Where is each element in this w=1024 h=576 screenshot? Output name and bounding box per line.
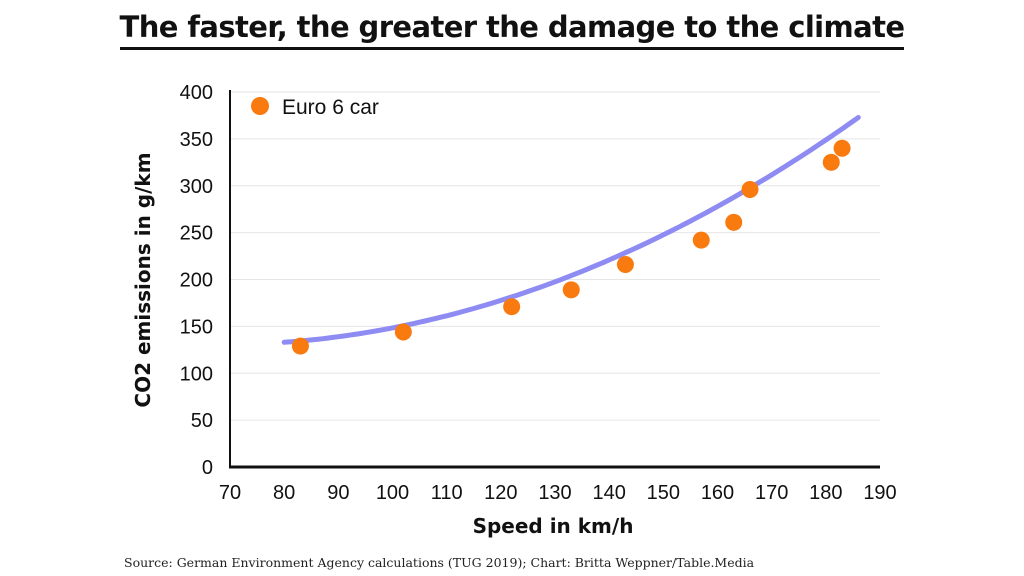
data-point (741, 181, 759, 198)
y-tick-label: 150 (180, 316, 213, 338)
y-tick-label: 350 (180, 129, 213, 151)
data-point (692, 231, 710, 249)
y-axis-label: CO2 emissions in g/km (131, 152, 155, 407)
y-tick-label: 200 (180, 270, 213, 292)
chart-title: The faster, the greater the damage to th… (0, 10, 1024, 50)
y-tick-label: 0 (202, 457, 213, 479)
x-tick-label: 170 (755, 482, 788, 504)
legend-label: Euro 6 car (282, 96, 379, 119)
x-tick-label: 100 (376, 482, 409, 504)
data-point (394, 323, 412, 341)
x-tick-label: 190 (863, 482, 896, 504)
y-tick-label: 250 (180, 223, 213, 245)
data-point (503, 298, 521, 316)
y-tick-label: 100 (180, 363, 213, 385)
x-tick-label: 150 (647, 482, 680, 504)
x-tick-label: 70 (219, 482, 241, 504)
data-point (291, 337, 309, 355)
legend-marker (251, 97, 269, 115)
y-tick-label: 300 (180, 176, 213, 198)
x-tick-label: 120 (484, 482, 517, 504)
y-tick-label: 50 (191, 410, 213, 432)
x-tick-label: 160 (701, 482, 734, 504)
data-point (822, 153, 840, 171)
x-tick-label: 140 (592, 482, 625, 504)
data-point (562, 281, 580, 299)
x-tick-label: 90 (327, 482, 349, 504)
x-tick-label: 180 (809, 482, 842, 504)
y-tick-label: 400 (180, 82, 213, 104)
x-tick-label: 110 (431, 482, 463, 504)
data-point (725, 213, 743, 231)
x-axis-label: Speed in km/h (473, 514, 634, 538)
chart-title-text: The faster, the greater the damage to th… (119, 10, 905, 50)
trend-line (281, 115, 861, 345)
source-note: Source: German Environment Agency calcul… (124, 555, 755, 570)
data-point (616, 256, 634, 273)
x-tick-label: 80 (273, 482, 295, 504)
data-point (833, 139, 851, 157)
x-tick-label: 130 (538, 482, 571, 504)
